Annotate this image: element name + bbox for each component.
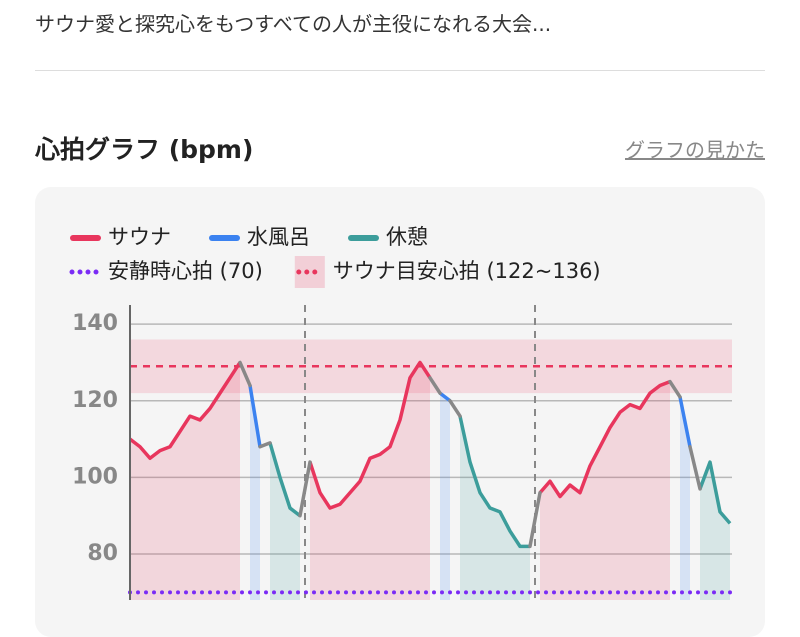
y-tick-label: 80 — [87, 541, 118, 566]
series-area — [440, 393, 450, 600]
series-area — [460, 416, 530, 600]
legend-label: 休憩 — [386, 225, 428, 249]
series-line — [458, 415, 530, 549]
help-link[interactable]: グラフの見かた — [625, 138, 765, 162]
section-title: 心拍グラフ (bpm) — [35, 135, 254, 164]
series-area — [270, 442, 300, 600]
series-line — [308, 360, 432, 510]
series-line — [438, 391, 452, 403]
transition-line — [668, 379, 682, 399]
transition-line — [428, 376, 442, 395]
intro-text: サウナ愛と探究心をもつすべての人が主役になれる大会... — [35, 12, 552, 36]
series-line — [268, 442, 302, 518]
series-area — [540, 381, 670, 600]
transition-line — [298, 460, 312, 518]
series-line — [698, 460, 732, 525]
transition-line — [238, 360, 252, 388]
series-area — [680, 396, 690, 600]
transition-line — [448, 399, 462, 418]
y-tick-label: 120 — [72, 388, 118, 413]
transition-line — [528, 490, 542, 549]
series-line — [128, 361, 242, 460]
series-area — [700, 462, 730, 600]
transition-line — [688, 445, 702, 491]
legend-label: 安静時心拍 (70) — [108, 259, 263, 283]
transition-line — [258, 441, 272, 449]
series-area — [130, 362, 240, 600]
divider — [35, 70, 765, 71]
legend-label: サウナ目安心拍 (122~136) — [333, 259, 601, 283]
legend-label: サウナ — [108, 225, 171, 249]
series-area — [310, 362, 430, 600]
page: サウナ愛と探究心をもつすべての人が主役になれる大会... 心拍グラフ (bpm)… — [35, 12, 765, 600]
y-tick-label: 100 — [72, 464, 118, 489]
y-tick-label: 140 — [72, 311, 118, 336]
series-line — [678, 396, 692, 448]
chart-card — [35, 187, 765, 637]
series-line — [248, 385, 262, 448]
legend-label: 水風呂 — [247, 225, 310, 249]
series-line — [538, 379, 671, 499]
